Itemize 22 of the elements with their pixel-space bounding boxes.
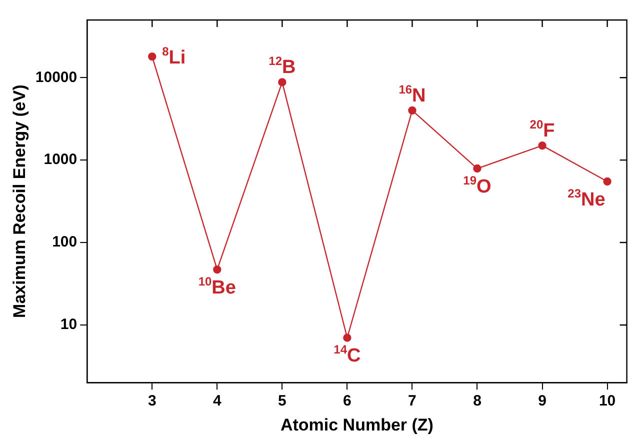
x-tick-label: 5 <box>278 392 286 410</box>
point <box>408 106 416 115</box>
y-tick-label: 100 <box>52 234 78 251</box>
point <box>473 164 482 173</box>
x-tick-label: 9 <box>538 392 546 410</box>
x-tick-label: 8 <box>473 392 482 410</box>
x-tick-label: 10 <box>598 392 616 410</box>
x-tick-label: 6 <box>343 392 352 410</box>
point <box>603 177 612 186</box>
x-axis-title: Atomic Number (Z) <box>280 415 434 434</box>
y-axis-title: Maximum Recoil Energy (eV) <box>10 84 29 318</box>
point <box>278 78 286 86</box>
point <box>538 141 546 150</box>
point <box>343 334 352 342</box>
x-tick-label: 7 <box>408 392 416 410</box>
point <box>213 265 222 274</box>
x-tick-label: 3 <box>148 392 156 410</box>
y-tick-label: 10 <box>60 316 78 334</box>
y-tick-label: 1000 <box>44 151 78 168</box>
y-tick-label: 10000 <box>35 68 78 86</box>
point <box>148 52 156 61</box>
x-tick-label: 4 <box>212 392 222 410</box>
